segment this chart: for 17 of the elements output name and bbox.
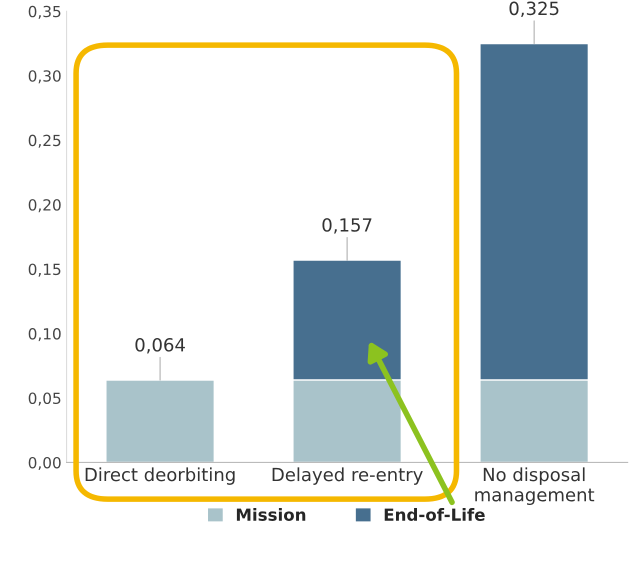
x-tick-label: Direct deorbiting bbox=[86, 467, 235, 485]
bar bbox=[105, 379, 216, 462]
y-tick-label: 0,35 bbox=[28, 6, 60, 19]
y-tick-label: 0,20 bbox=[28, 199, 61, 212]
y-tick-label: 0,10 bbox=[28, 328, 61, 342]
total-label: 0,157 bbox=[322, 218, 372, 234]
x-tick-label: Delayed re-entry bbox=[272, 467, 423, 485]
y-tick-label: 0,30 bbox=[28, 70, 61, 84]
y-tick-label: 0,05 bbox=[28, 392, 60, 406]
total-label: 0,325 bbox=[509, 2, 558, 18]
legend-label: Mission bbox=[236, 508, 306, 521]
x-tick-label: No disposal management bbox=[475, 467, 594, 506]
total-label: 0,064 bbox=[135, 338, 185, 354]
y-tick-label: 0,15 bbox=[28, 264, 60, 277]
y-tick-label: 0,00 bbox=[28, 456, 61, 470]
y-tick-label: 0,25 bbox=[28, 134, 60, 148]
legend-label: End-of-Life bbox=[384, 508, 485, 521]
